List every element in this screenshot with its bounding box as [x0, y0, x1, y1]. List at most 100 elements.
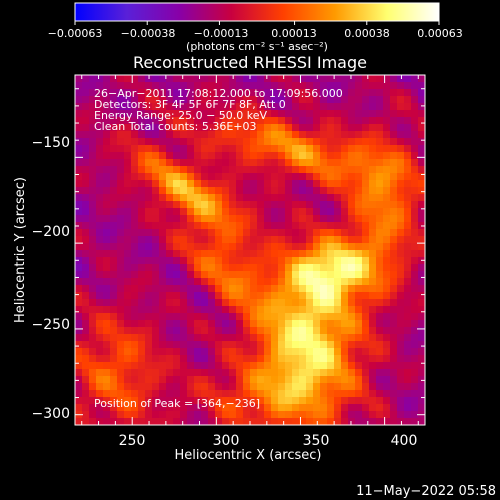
- heatmap-cell: [299, 187, 307, 195]
- heatmap-cell: [194, 173, 202, 181]
- heatmap-cell: [131, 299, 139, 307]
- heatmap-cell: [166, 376, 174, 384]
- heatmap-cell: [89, 236, 97, 244]
- heatmap-cell: [362, 285, 370, 293]
- heatmap-cell: [278, 166, 286, 174]
- heatmap-cell: [145, 236, 153, 244]
- heatmap-cell: [96, 271, 104, 279]
- heatmap-cell: [411, 89, 419, 97]
- heatmap-cell: [334, 194, 342, 202]
- heatmap-cell: [124, 75, 132, 83]
- heatmap-cell: [411, 117, 419, 125]
- heatmap-cell: [313, 103, 321, 111]
- heatmap-cell: [306, 124, 314, 132]
- heatmap-cell: [313, 369, 321, 377]
- heatmap-cell: [264, 187, 272, 195]
- heatmap-cell: [222, 96, 230, 104]
- heatmap-cell: [194, 278, 202, 286]
- heatmap-cell: [362, 355, 370, 363]
- heatmap-cell: [152, 194, 160, 202]
- heatmap-cell: [138, 257, 146, 265]
- heatmap-cell: [383, 397, 391, 405]
- heatmap-cell: [285, 110, 293, 118]
- heatmap-cell: [334, 173, 342, 181]
- heatmap-cell: [96, 243, 104, 251]
- heatmap-cell: [103, 215, 111, 223]
- heatmap-cell: [369, 271, 377, 279]
- heatmap-cell: [103, 348, 111, 356]
- heatmap-cell: [404, 369, 412, 377]
- heatmap-cell: [215, 299, 223, 307]
- heatmap-cell: [257, 257, 265, 265]
- heatmap-cell: [173, 285, 181, 293]
- heatmap-cell: [313, 404, 321, 412]
- heatmap-cell: [159, 222, 167, 230]
- heatmap-cell: [236, 285, 244, 293]
- heatmap-cell: [383, 390, 391, 398]
- heatmap-cell: [187, 215, 195, 223]
- heatmap-cell: [404, 138, 412, 146]
- heatmap-cell: [369, 306, 377, 314]
- heatmap-cell: [222, 138, 230, 146]
- heatmap-cell: [201, 306, 209, 314]
- heatmap-cell: [96, 341, 104, 349]
- heatmap-cell: [173, 103, 181, 111]
- heatmap-cell: [229, 82, 237, 90]
- heatmap-cell: [250, 390, 258, 398]
- heatmap-cell: [299, 166, 307, 174]
- heatmap-cell: [418, 250, 426, 258]
- colorbar-tick-label-0: −0.00063: [48, 27, 103, 40]
- heatmap-cell: [250, 369, 258, 377]
- heatmap-cell: [250, 236, 258, 244]
- heatmap-cell: [299, 341, 307, 349]
- heatmap-cell: [397, 236, 405, 244]
- heatmap-cell: [355, 229, 363, 237]
- heatmap-cell: [145, 327, 153, 335]
- heatmap-cell: [292, 320, 300, 328]
- heatmap-cell: [306, 215, 314, 223]
- heatmap-cell: [418, 383, 426, 391]
- heatmap-cell: [285, 404, 293, 412]
- heatmap-cell: [264, 313, 272, 321]
- heatmap-cell: [383, 82, 391, 90]
- heatmap-cell: [390, 229, 398, 237]
- heatmap-cell: [75, 124, 83, 132]
- heatmap-cell: [313, 110, 321, 118]
- heatmap-cell: [215, 362, 223, 370]
- heatmap-cell: [173, 180, 181, 188]
- heatmap-cell: [103, 229, 111, 237]
- heatmap-cell: [117, 404, 125, 412]
- heatmap-cell: [159, 229, 167, 237]
- heatmap-cell: [397, 208, 405, 216]
- heatmap-cell: [96, 89, 104, 97]
- heatmap-cell: [75, 187, 83, 195]
- heatmap-cell: [250, 166, 258, 174]
- heatmap-cell: [166, 166, 174, 174]
- heatmap-cell: [390, 292, 398, 300]
- heatmap-cell: [152, 236, 160, 244]
- heatmap-cell: [334, 82, 342, 90]
- heatmap-cell: [341, 145, 349, 153]
- heatmap-cell: [96, 320, 104, 328]
- heatmap-cell: [257, 229, 265, 237]
- heatmap-cell: [124, 117, 132, 125]
- heatmap-cell: [201, 187, 209, 195]
- heatmap-cell: [236, 96, 244, 104]
- heatmap-cell: [215, 313, 223, 321]
- heatmap-cell: [138, 229, 146, 237]
- heatmap-cell: [299, 173, 307, 181]
- heatmap-cell: [229, 292, 237, 300]
- heatmap-cell: [362, 327, 370, 335]
- heatmap-cell: [194, 383, 202, 391]
- heatmap-cell: [341, 292, 349, 300]
- heatmap-cell: [75, 404, 83, 412]
- heatmap-cell: [243, 285, 251, 293]
- heatmap-cell: [96, 327, 104, 335]
- heatmap-cell: [117, 243, 125, 251]
- heatmap-cell: [285, 159, 293, 167]
- heatmap-cell: [418, 306, 426, 314]
- heatmap-cell: [117, 369, 125, 377]
- heatmap-cell: [75, 348, 83, 356]
- heatmap-cell: [138, 306, 146, 314]
- heatmap-cell: [348, 313, 356, 321]
